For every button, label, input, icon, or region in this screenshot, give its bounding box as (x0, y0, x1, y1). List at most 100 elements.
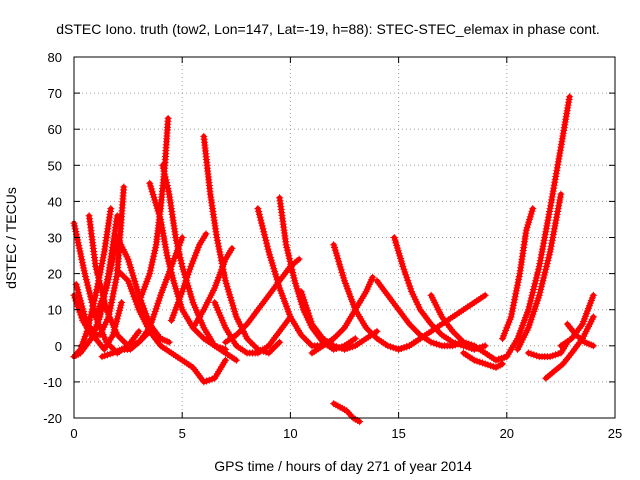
plus-marker (147, 264, 155, 272)
data-series (373, 277, 468, 350)
plus-marker (348, 412, 355, 420)
plus-marker (102, 303, 110, 311)
data-series (189, 244, 236, 332)
plus-marker (524, 306, 532, 314)
plus-marker (514, 281, 521, 289)
x-tick-label: 0 (70, 426, 77, 441)
plus-marker (150, 249, 158, 257)
plus-marker (198, 333, 206, 341)
plus-marker (552, 216, 560, 224)
data-layer (70, 93, 597, 426)
plus-marker (178, 234, 186, 241)
y-tick-labels: -20 -10 0 10 20 30 40 50 60 70 80 (43, 50, 62, 426)
plus-marker (260, 228, 268, 236)
plus-marker (107, 205, 115, 213)
plus-marker (84, 284, 92, 292)
plus-marker (343, 407, 351, 415)
plus-marker (135, 327, 143, 335)
plus-marker (96, 280, 104, 288)
plus-marker (120, 183, 128, 191)
plus-marker (241, 322, 249, 330)
plus-marker (528, 291, 536, 299)
plus-marker (196, 331, 204, 339)
plus-marker (436, 329, 444, 337)
plus-marker (146, 270, 154, 278)
y-tick-label: 60 (48, 122, 62, 137)
plus-marker (535, 291, 543, 299)
series-trace (136, 115, 171, 305)
plus-marker (409, 324, 417, 332)
plus-marker (541, 268, 549, 276)
plus-marker (254, 205, 262, 213)
plus-marker (542, 265, 550, 273)
plus-marker (306, 340, 314, 348)
plus-marker (303, 336, 311, 344)
data-series (330, 400, 364, 426)
plus-marker (85, 287, 93, 295)
plus-marker (566, 93, 574, 101)
x-tick-label: 25 (608, 426, 622, 441)
data-series (159, 161, 240, 364)
plus-marker (540, 274, 548, 282)
plus-marker (368, 329, 376, 337)
plus-marker (414, 329, 422, 337)
plus-marker (362, 324, 370, 332)
plus-marker (115, 268, 123, 276)
plus-marker (299, 333, 307, 341)
plus-marker (262, 236, 270, 244)
plus-marker (115, 333, 123, 341)
plus-marker (250, 342, 258, 350)
plus-marker (172, 236, 180, 244)
plus-marker (202, 230, 210, 238)
tick-marks (73, 56, 616, 419)
plus-marker (177, 257, 185, 265)
plus-marker (555, 155, 563, 163)
plus-marker (337, 327, 345, 335)
plus-marker (252, 344, 260, 352)
plus-marker (232, 331, 240, 339)
plus-marker (512, 290, 520, 298)
plus-marker (427, 320, 435, 328)
plus-marker (83, 278, 91, 286)
plus-marker (247, 338, 255, 346)
data-series (499, 205, 537, 343)
plus-marker (92, 262, 100, 270)
plus-marker (261, 234, 269, 241)
plus-marker (164, 114, 172, 122)
plus-marker (267, 347, 275, 355)
y-tick-label: 80 (48, 50, 62, 65)
plus-marker (481, 342, 489, 350)
series-trace (543, 314, 596, 381)
plus-marker (213, 234, 221, 241)
x-tick-labels: 0 5 10 15 20 25 (70, 426, 622, 441)
plus-marker (263, 239, 271, 247)
plus-marker (149, 255, 157, 263)
plus-marker (193, 327, 201, 335)
plus-marker (260, 231, 268, 239)
plus-marker (221, 356, 229, 364)
plus-marker (536, 288, 544, 296)
plus-marker (413, 327, 421, 335)
plus-marker (232, 356, 240, 364)
plus-marker (151, 247, 159, 254)
plus-marker (117, 270, 125, 278)
plus-marker (297, 331, 305, 339)
plus-marker (553, 210, 561, 218)
data-series (222, 255, 303, 346)
plus-marker (263, 242, 271, 250)
plus-marker (214, 239, 222, 247)
plus-marker (529, 205, 537, 213)
plus-marker (256, 213, 264, 221)
plus-marker (268, 345, 276, 353)
plus-marker (364, 326, 372, 334)
plus-marker (549, 231, 557, 239)
plus-marker (481, 291, 489, 299)
plus-marker (454, 333, 462, 341)
plus-marker (159, 161, 167, 169)
plus-marker (163, 182, 171, 189)
plus-marker (119, 271, 127, 279)
plus-marker (113, 266, 121, 274)
plus-marker (243, 335, 251, 343)
